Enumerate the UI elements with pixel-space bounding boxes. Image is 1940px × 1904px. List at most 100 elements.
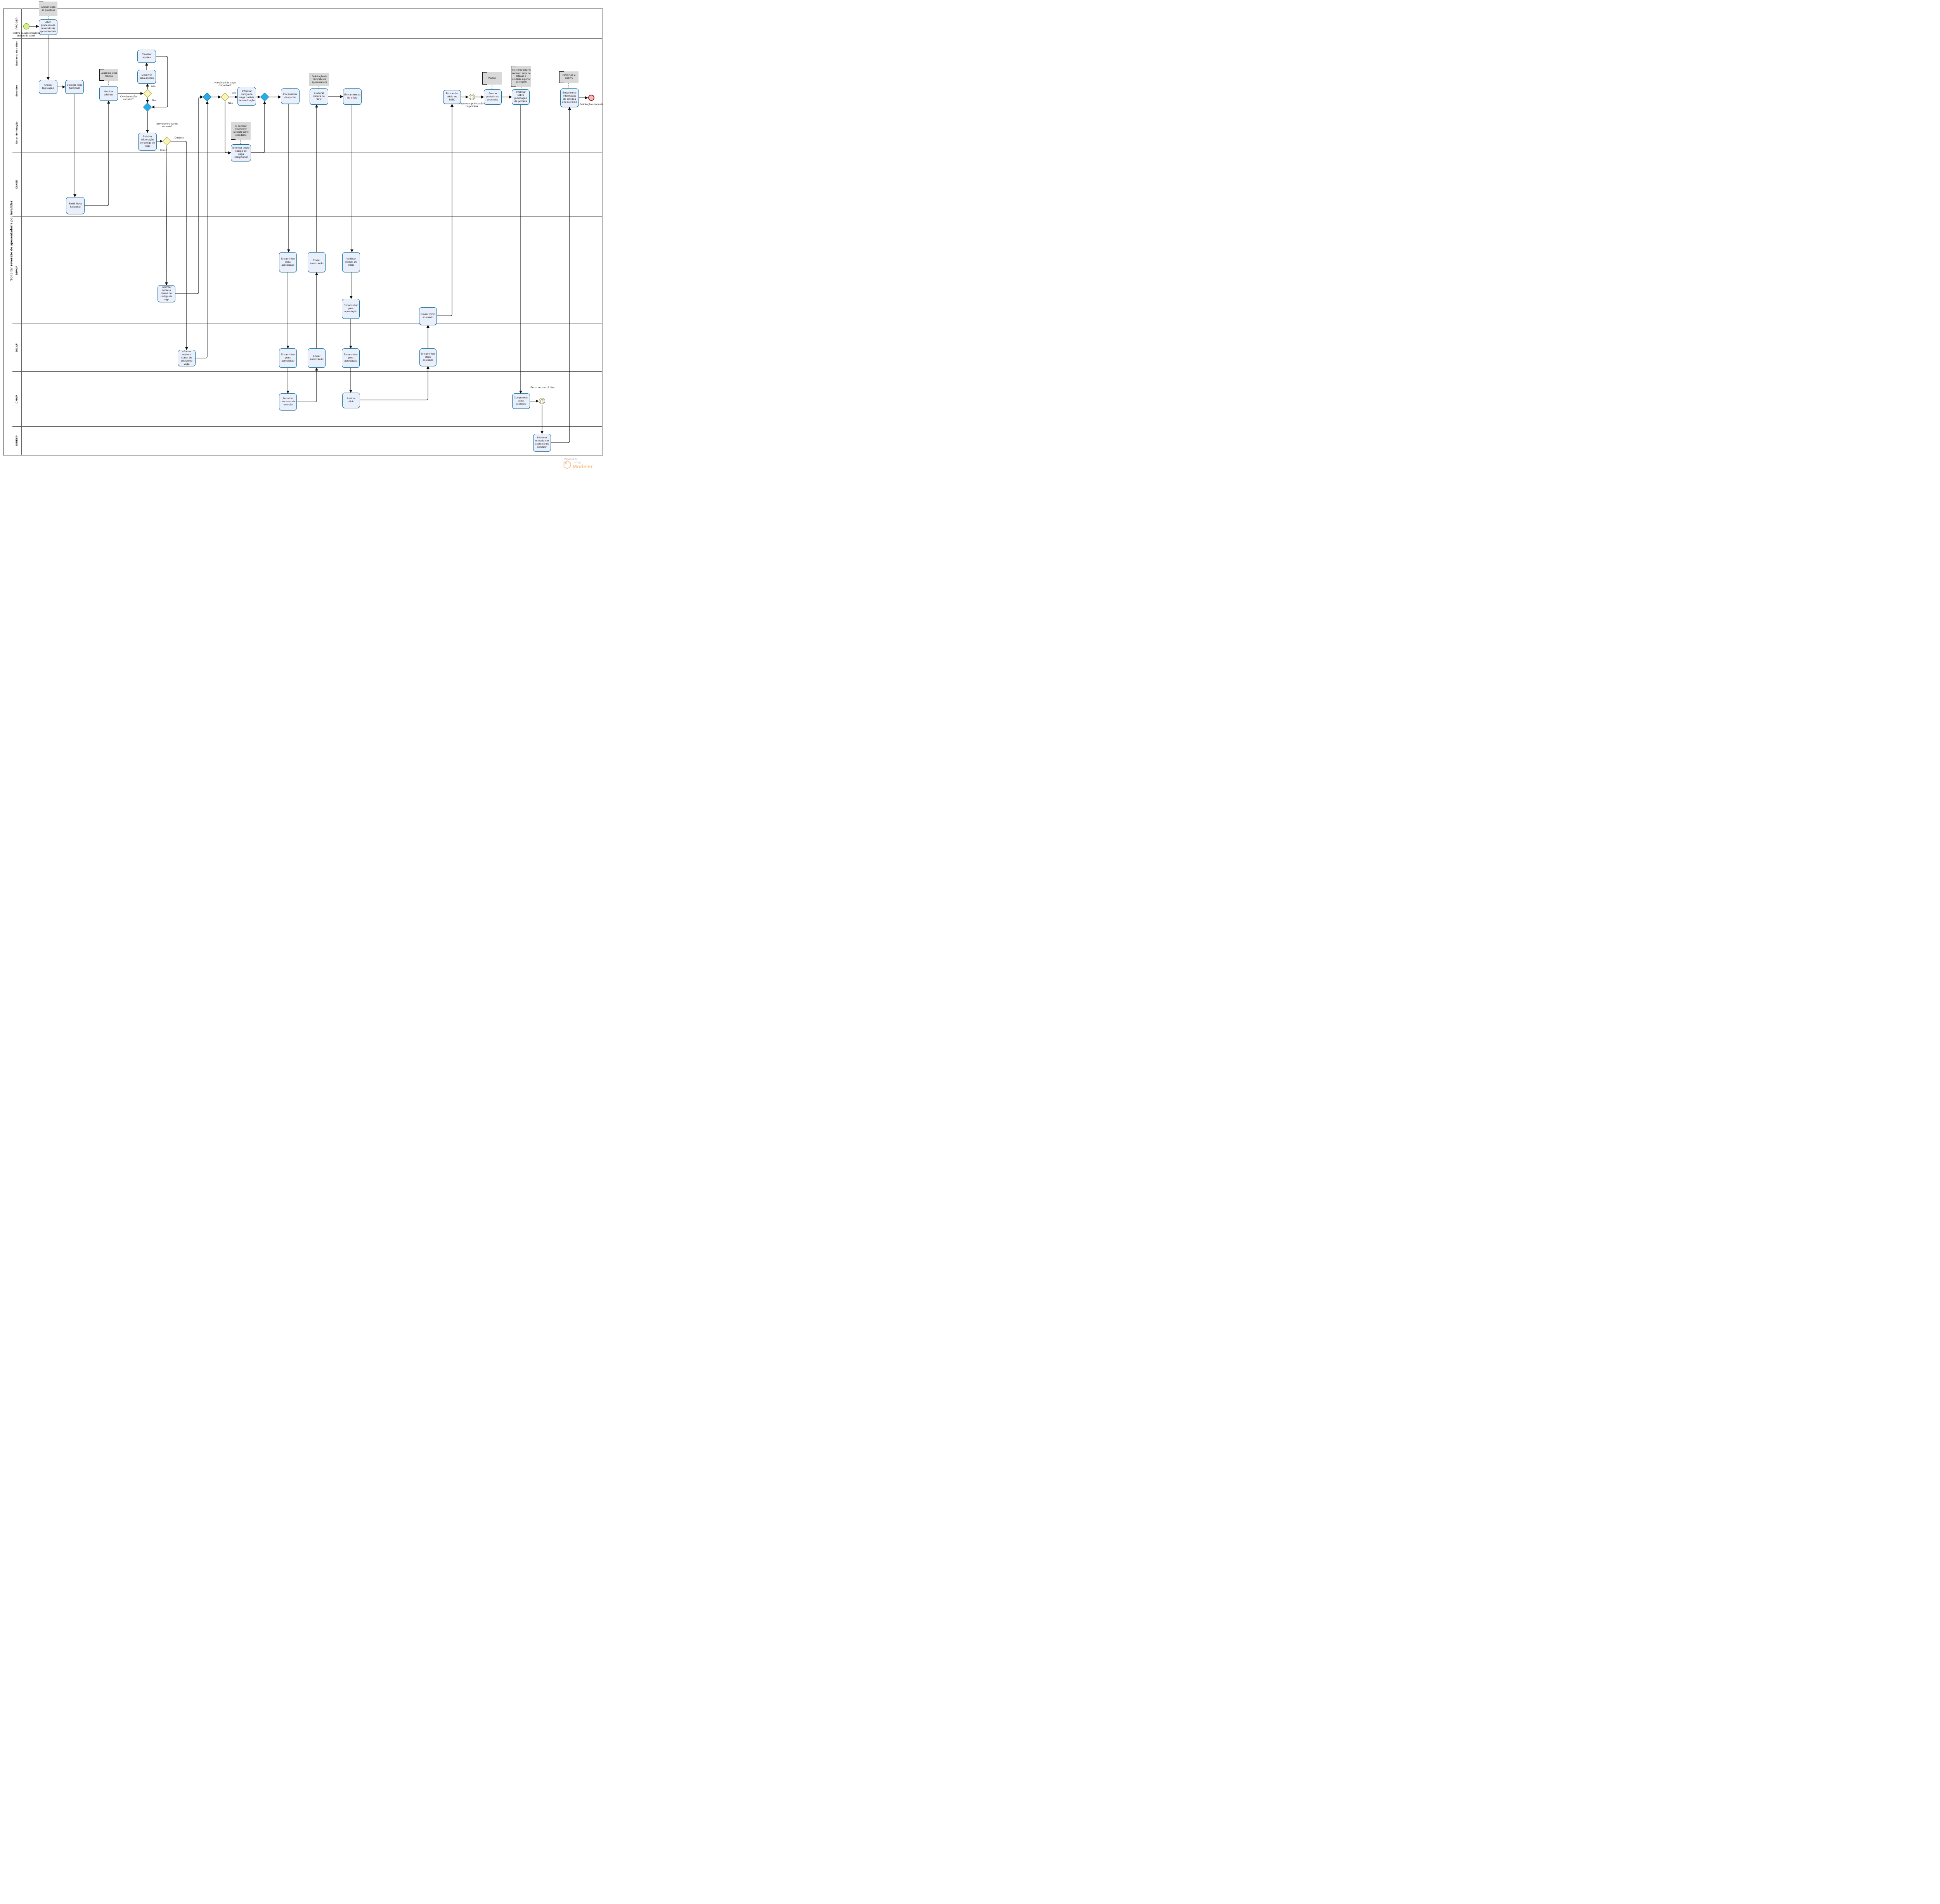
- task-label: Autorizar processo da reversão: [281, 397, 295, 406]
- bizagi-modeler-footer: Powered by bizagi Modeler: [563, 458, 593, 469]
- lbl-tecnico: Técnico: [158, 149, 167, 152]
- task-label: Assinar ofício: [346, 397, 356, 403]
- task-label: Verificar critérios: [104, 90, 114, 96]
- lbl-prazo: Prazo em até 15 dias: [530, 386, 554, 389]
- task-anexar-portaria[interactable]: Anexar portaria ao processo: [484, 89, 502, 105]
- task-informar-publicacao[interactable]: Informar sobre publicação da portaria: [512, 89, 530, 105]
- lane-dicaf: DICAF: [12, 324, 602, 372]
- task-enviar-autorizacao-dicaf[interactable]: Enviar autorização: [308, 348, 326, 368]
- task-enviar-autorizacao-dimop[interactable]: Enviar autorização: [308, 252, 326, 272]
- task-encaminhar-apreciacao-dimop2[interactable]: Encaminhar para apreciação: [342, 299, 360, 319]
- lbl-aguardar: Aguardar publicação da portaria: [460, 102, 483, 108]
- ann-laudo-processo: Anexar laudo ao processo: [39, 2, 57, 16]
- task-encaminhar-apreciacao-dicaf1[interactable]: Encaminhar para apreciação: [279, 348, 297, 368]
- ann-cp-dicaf-dipes: CP,DICAF e DIPES: [559, 71, 579, 83]
- task-encaminhar-apreciacao-dicaf2[interactable]: Encaminhar para apreciação: [342, 348, 360, 368]
- clock-icon: [469, 95, 474, 99]
- bpmn-diagram-canvas: Solicitar reversão de aposentadoria por …: [0, 0, 608, 479]
- ann-solicitacao-reversao: Solicitação de reversão de aposentadoria: [310, 73, 329, 86]
- lane-name: Servidor: [16, 85, 18, 97]
- lane-label: Gabinete do reitor: [12, 39, 22, 68]
- task-informar-codigo[interactable]: Informar código de vaga na lista de veri…: [237, 87, 256, 106]
- task-codigo-indisponivel[interactable]: informar sobre código de vaga indisponív…: [231, 144, 251, 161]
- task-label: Abrir processo de reversão de aposentado…: [40, 21, 57, 33]
- task-label: Informar sobre o status de código de vag…: [161, 286, 172, 301]
- task-protocolar-mec[interactable]: Protocolar ofício no MEC: [443, 90, 461, 104]
- task-solicitar-codigo[interactable]: Solicitar informação de código de vaga: [138, 133, 157, 151]
- clock-icon: [540, 399, 544, 403]
- task-solicitar-ficha[interactable]: Solicitar ficha funcional: [65, 80, 84, 94]
- lbl-nao-2: Não: [228, 102, 233, 105]
- task-label: Enviar autorização: [310, 355, 324, 361]
- task-emitir-ficha[interactable]: Emitir ficha funcional: [66, 197, 85, 214]
- annotation-label: Via SEI: [488, 77, 496, 80]
- task-label: Elaborar minuta de ofício: [313, 92, 325, 101]
- lane-dimop: DIMOP: [12, 217, 602, 324]
- lane-label: DIRESP: [12, 427, 22, 455]
- lane-cmop: CMOP: [12, 372, 602, 427]
- annotation-label: Laudo da junta médica: [100, 72, 117, 78]
- task-encaminhar-despacho[interactable]: Encaminhar despacho: [281, 88, 300, 104]
- lane-diresp: DIRESP: [12, 427, 602, 455]
- task-elaborar-minuta[interactable]: Elaborar minuta de ofício: [310, 88, 328, 105]
- lane-label: DIMOP: [12, 217, 22, 324]
- lane-setor-de-lota-o: Setor de lotação: [12, 113, 602, 152]
- lane-label: PROGEP: [12, 9, 22, 38]
- ann-excedente: O servidor deverá ser alocado como exced…: [231, 122, 251, 140]
- event-start[interactable]: [23, 23, 29, 29]
- task-label: Encaminhar para apreciação: [343, 304, 358, 313]
- task-verificar-criterios[interactable]: Verificar critérios: [99, 86, 118, 101]
- task-label: Encaminhar informação de entrada em exer…: [562, 91, 577, 104]
- lane-name: DIMOP: [16, 265, 18, 275]
- task-label: Encaminhar para apreciação: [281, 353, 295, 362]
- task-label: Emitir ficha funcional: [69, 202, 82, 208]
- ann-laudo-junta: Laudo da junta médica: [99, 69, 118, 81]
- lane-name: PROGEP: [16, 17, 18, 29]
- task-label: Informar entrada em exercício do servido…: [535, 436, 549, 449]
- task-status-dicaf[interactable]: Informar sobre o status de código de vag…: [178, 350, 196, 366]
- annotation-label: O servidor deverá ser alocado como exced…: [233, 125, 249, 137]
- task-label: Enviar autorização: [310, 259, 324, 265]
- event-timer-prazo[interactable]: [539, 398, 545, 404]
- task-label: Encaminhar para apreciação: [281, 257, 295, 267]
- event-end[interactable]: [588, 95, 594, 101]
- lane-label: Setor de lotação: [12, 113, 22, 152]
- lbl-sim-2: Sim: [232, 92, 236, 95]
- task-verificar-minuta[interactable]: Verificar minuta de ofício: [342, 252, 360, 272]
- lane-name: DICAF: [16, 343, 18, 352]
- task-assinar-oficio[interactable]: Assinar ofício: [342, 393, 360, 408]
- task-label: Solicitar informação de código de vaga: [140, 135, 155, 148]
- lane-name: DIRESP: [16, 435, 18, 446]
- lane-label: Servidor: [12, 68, 22, 113]
- task-realizar-ajustes[interactable]: Realizar ajustes: [137, 50, 156, 63]
- lbl-tecnico-docente: Servidor técnico ou docente?: [156, 123, 178, 128]
- task-label: Informar sobre publicação da portaria: [514, 90, 527, 103]
- task-label: Devolver para ajustes: [139, 73, 154, 80]
- task-devolver-ajustes[interactable]: Devolver para ajustes: [137, 70, 156, 84]
- event-timer-mec[interactable]: [469, 94, 475, 100]
- lbl-ha-codigo: Há código de vaga disponível?: [214, 81, 236, 87]
- lane-label: CMOP: [12, 372, 22, 426]
- task-autorizar-processo[interactable]: Autorizar processo da reversão: [279, 393, 297, 410]
- task-comparecer-exercicio[interactable]: Comparecer para exercício: [512, 393, 530, 409]
- lane-diase: DIASE: [12, 152, 602, 217]
- task-abrir-processo[interactable]: Abrir processo de reversão de aposentado…: [39, 19, 57, 35]
- task-label: Encaminhar para apreciação: [343, 353, 358, 362]
- modeler-brand-text: Modeler: [573, 464, 593, 469]
- task-label: Anexar portaria ao processo: [486, 92, 499, 101]
- task-status-dimop[interactable]: Informar sobre o status de código de vag…: [158, 285, 175, 302]
- task-label: Encaminhar ofício assinado: [421, 352, 435, 362]
- task-enviar-minuta[interactable]: Enviar minuta de ofício: [343, 88, 362, 105]
- task-encaminhar-informacao[interactable]: Encaminhar informação de entrada em exer…: [560, 88, 579, 107]
- powered-by-text: Powered by: [564, 458, 578, 460]
- task-enviar-oficio-assinado[interactable]: Enviar ofício assinado: [419, 307, 437, 325]
- lane-name: Setor de lotação: [16, 121, 18, 144]
- task-encaminhar-oficio-assinado[interactable]: Encaminhar ofício assinado: [419, 348, 436, 366]
- annotation-label: Solicitação de reversão de aposentadoria: [312, 75, 327, 84]
- task-label: Comparecer para exercício: [514, 396, 528, 405]
- annotation-label: Anexar laudo ao processo: [41, 6, 56, 12]
- task-informar-entrada[interactable]: Informar entrada em exercício do servido…: [533, 434, 551, 452]
- task-label: Informar código de vaga na lista de veri…: [239, 90, 255, 102]
- task-encaminhar-apreciacao-dimop1[interactable]: Encaminhar para apreciação: [279, 252, 297, 272]
- task-anexar-legislacao[interactable]: Anexar legislação: [39, 80, 57, 94]
